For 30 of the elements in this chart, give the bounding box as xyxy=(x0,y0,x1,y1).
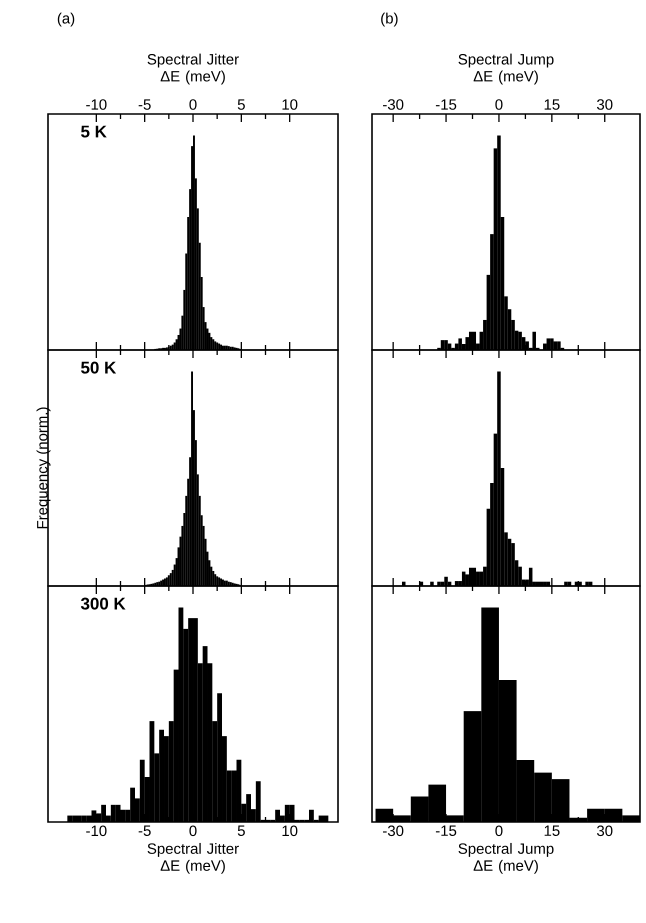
x2-tick-label: -15 xyxy=(436,99,456,110)
x-tick-label: 0 xyxy=(189,826,197,836)
x2-tick-label: -30 xyxy=(383,99,404,110)
x2-tick-label: 0 xyxy=(495,99,503,110)
x-tick-label: 0 xyxy=(495,826,503,836)
x2-axis-title: Spectral Jump ΔE (meV) xyxy=(458,54,554,84)
x2-axis-title: Spectral Jitter ΔE (meV) xyxy=(148,54,239,84)
x2-tick-label: -10 xyxy=(86,99,107,110)
text: (a) xyxy=(58,12,74,27)
chart-title: 5 K xyxy=(81,126,107,138)
x-axis-title: Spectral Jump ΔE (meV) xyxy=(458,842,554,874)
x2-tick-label: 5 xyxy=(238,99,245,110)
text: (b) xyxy=(381,12,398,27)
x-tick-label: -30 xyxy=(383,826,404,836)
x2-tick-label: 15 xyxy=(544,99,560,110)
x-tick-label: 30 xyxy=(596,826,612,836)
x-tick-label: 5 xyxy=(238,826,245,836)
x2-tick-label: 30 xyxy=(596,99,612,110)
chart-title: 50 K xyxy=(81,362,116,374)
chart-title: 300 K xyxy=(80,598,126,610)
x-tick-label: -5 xyxy=(138,826,151,836)
x-tick-label: -15 xyxy=(436,826,456,836)
x-axis-title: Spectral Jitter ΔE (meV) xyxy=(148,842,239,874)
x-tick-label: 15 xyxy=(544,826,560,836)
x2-tick-label: 10 xyxy=(282,99,298,110)
y-axis-title: Frequency (norm.) xyxy=(36,407,50,528)
x2-tick-label: -5 xyxy=(138,99,151,110)
x-tick-label: 10 xyxy=(282,826,298,836)
x2-tick-label: 0 xyxy=(189,99,197,110)
x-tick-label: -10 xyxy=(86,826,107,836)
